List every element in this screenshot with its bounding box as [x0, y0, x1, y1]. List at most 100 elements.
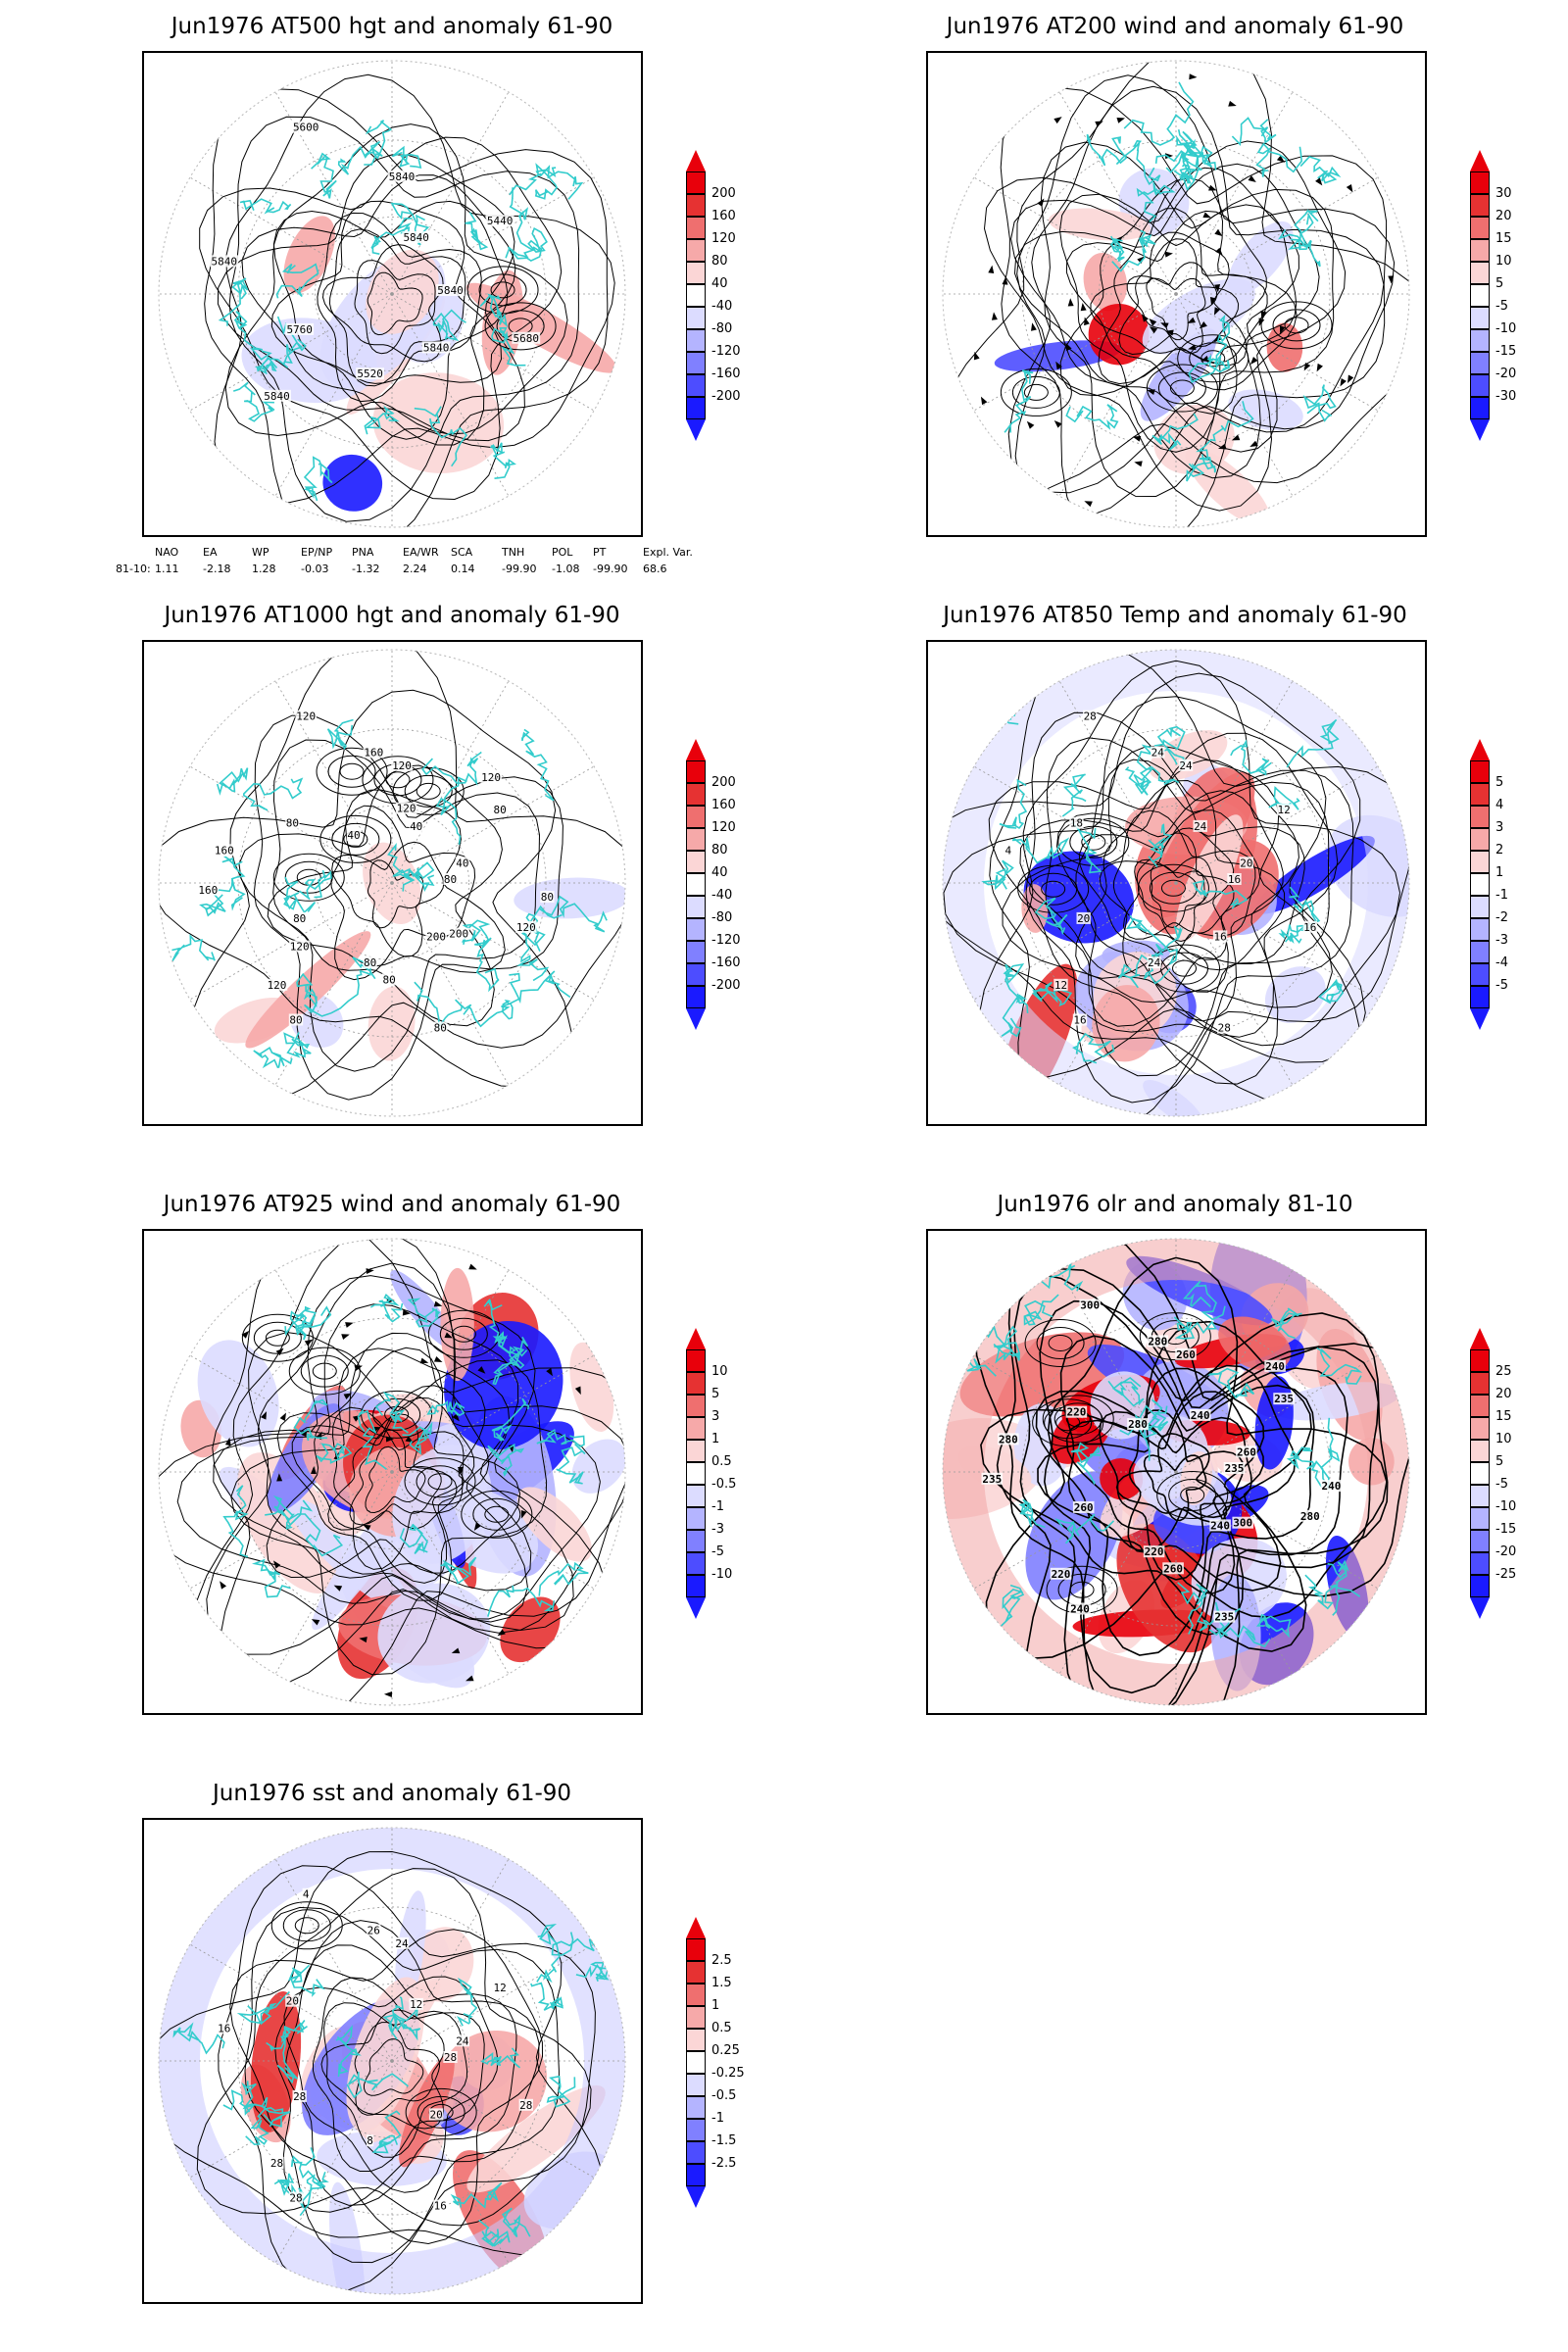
- contour-line: [1007, 85, 1385, 494]
- wind-arrow: [304, 1339, 314, 1347]
- contour-label: 12: [493, 1982, 506, 1994]
- colorbar-swatch: [1470, 397, 1490, 419]
- latitude-gridline: [237, 1317, 547, 1627]
- wind-arrow: [311, 1619, 320, 1626]
- contour-line: [1169, 379, 1195, 397]
- colorbar-swatch: [686, 2074, 706, 2096]
- colorbar-tick-label: 10: [1495, 254, 1512, 269]
- coastline: [172, 933, 216, 962]
- contour-line: [253, 1321, 302, 1354]
- coastline: [299, 869, 332, 901]
- colorbar-swatch: [1470, 828, 1490, 851]
- map-500hgt: 5840 5840 5840 5840 5840 5440 5520 5600 5680 5760…: [142, 51, 643, 537]
- colorbar-swatch: [1470, 1417, 1490, 1440]
- colorbar-swatch: [1470, 1395, 1490, 1417]
- contour-label: 16: [1073, 1014, 1086, 1027]
- contour-line: [484, 302, 557, 351]
- wind-arrow: [341, 1334, 350, 1340]
- contour-label: 40: [347, 829, 360, 842]
- colorbar-tick-label: -40: [711, 299, 733, 314]
- coastline: [1173, 1316, 1217, 1340]
- index-value: -99.90: [502, 563, 537, 575]
- wind-arrow: [451, 1647, 461, 1654]
- contour-label: 260: [1074, 1501, 1094, 1514]
- wind-arrow: [1165, 329, 1174, 336]
- contour-line: [316, 747, 388, 796]
- wind-arrow: [1199, 320, 1207, 329]
- contour-line: [405, 2087, 477, 2136]
- contour-line: [1029, 872, 1078, 906]
- wind-arrow: [452, 1413, 460, 1422]
- colorbar-tick-label: -200: [711, 389, 741, 404]
- contour-label: 160: [198, 884, 218, 897]
- contour-line: [288, 1347, 361, 1396]
- wind-arrow: [366, 1268, 374, 1275]
- coastline: [521, 728, 555, 802]
- coastline: [218, 277, 249, 326]
- colorbar-swatch: [686, 986, 706, 1008]
- anomaly-shading: [569, 1342, 614, 1432]
- colorbar-tick-label: 160: [711, 209, 736, 223]
- colorbar-tick-label: 200: [711, 186, 736, 201]
- coastline: [1176, 135, 1213, 165]
- contour-line: [1189, 342, 1238, 375]
- colorbar-tick-label: -10: [1495, 321, 1517, 336]
- colorbar-tick-label: -80: [711, 321, 733, 336]
- wind-arrow: [343, 1393, 353, 1399]
- wind-arrow: [1137, 256, 1146, 264]
- colorbar-swatch: [686, 2096, 706, 2119]
- coastline: [1327, 1559, 1349, 1616]
- coastline: [1119, 1398, 1163, 1439]
- wind-arrow: [574, 1386, 581, 1396]
- coastline: [370, 218, 413, 255]
- coastline: [991, 1584, 1025, 1640]
- wind-arrow: [1202, 212, 1211, 219]
- contour-line: [427, 1473, 453, 1491]
- colorbar-swatch: [686, 2006, 706, 2029]
- colorbar-swatch: [1470, 986, 1490, 1008]
- map-canvas: [158, 1238, 626, 1706]
- coastline: [1286, 1446, 1318, 1470]
- contour-line: [230, 1348, 532, 1592]
- contour-line: [253, 714, 564, 1101]
- contour-line: [1014, 74, 1396, 520]
- contour-label: 28: [444, 2051, 457, 2064]
- contour-line: [1127, 1409, 1245, 1553]
- wind-arrow: [1054, 117, 1062, 124]
- wind-arrow: [1160, 322, 1169, 329]
- colorbar-swatch: [1470, 963, 1490, 986]
- coastline: [546, 2075, 576, 2108]
- index-header: PT: [593, 546, 607, 559]
- coastline: [1215, 314, 1231, 370]
- wind-arrow: [359, 1637, 368, 1643]
- contour-line: [1032, 1398, 1104, 1447]
- map-canvas: 235 220 260 240 280 235 220 300 280 260 240 235 220 2…: [942, 1238, 1410, 1706]
- colorbar-swatch: [686, 2119, 706, 2141]
- contour-label: 80: [293, 912, 306, 925]
- contour-line: [472, 1497, 521, 1531]
- contour-label: 8: [367, 2134, 373, 2147]
- colorbar-tick-label: -40: [711, 888, 733, 903]
- contour-line: [328, 228, 466, 387]
- coastline: [505, 226, 548, 263]
- wind-arrow: [276, 1473, 283, 1482]
- contour-label: 28: [270, 2157, 283, 2170]
- contour-line: [365, 1446, 426, 1514]
- colorbar-swatch: [686, 918, 706, 941]
- colorbar-tick-label: -1: [1495, 888, 1508, 903]
- coastline: [326, 718, 354, 751]
- panel-title-850: Jun1976 AT850 Temp and anomaly 61-90: [943, 603, 1407, 628]
- wind-arrow: [275, 1348, 284, 1356]
- colorbar-tick-label: 10: [1495, 1432, 1512, 1446]
- colorbar-swatch: [686, 1395, 706, 1417]
- contour-line: [1075, 779, 1286, 979]
- contour-label: 5840: [403, 231, 429, 244]
- contour-label: 80: [286, 817, 299, 830]
- colorbar-swatch: [1470, 760, 1490, 783]
- contour-label: 120: [397, 803, 416, 815]
- index-value: -99.90: [593, 563, 628, 575]
- colorbar-tick-label: 25: [1495, 1364, 1512, 1379]
- coastline: [266, 2022, 308, 2052]
- contour-label: 120: [268, 979, 287, 992]
- colorbar-swatch: [1470, 194, 1490, 217]
